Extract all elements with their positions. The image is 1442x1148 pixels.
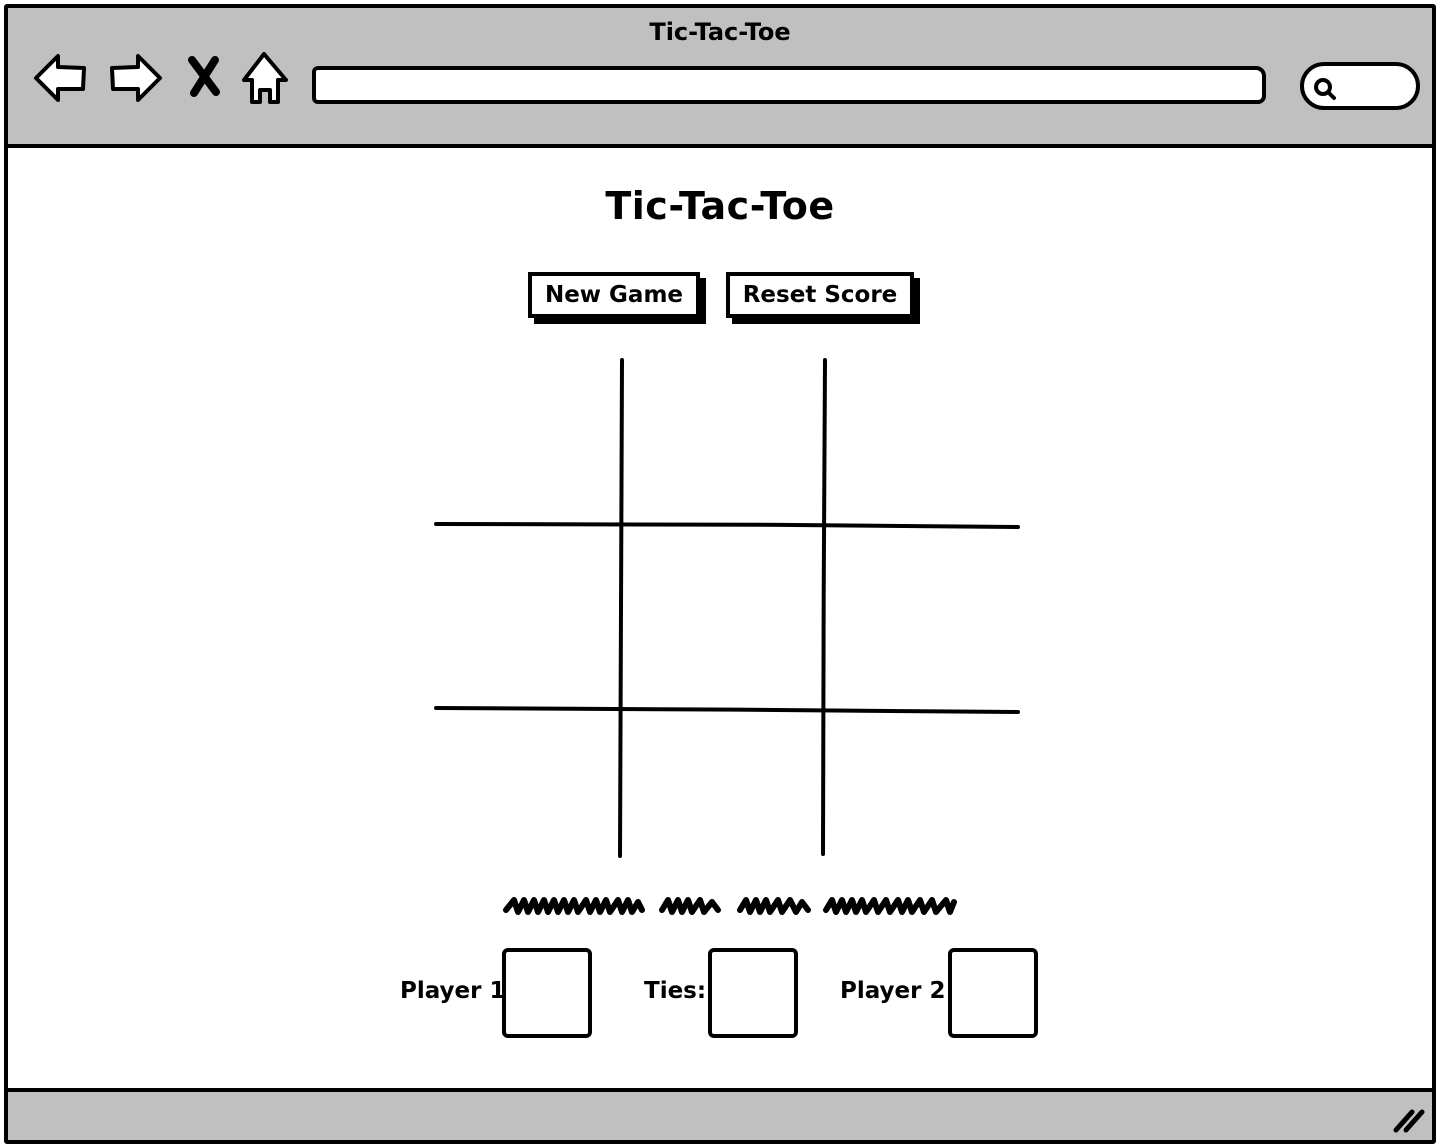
search-icon <box>1314 78 1336 100</box>
search-field[interactable] <box>1300 62 1420 110</box>
board-cell-8[interactable] <box>624 712 821 866</box>
board-cell-1[interactable] <box>434 356 620 522</box>
browser-toolbar: Tic-Tac-Toe <box>8 8 1432 148</box>
browser-window: Tic-Tac-Toe <box>4 4 1436 1144</box>
game-board <box>434 356 1026 868</box>
player1-score-box <box>502 948 592 1038</box>
browser-status-bar <box>8 1088 1432 1140</box>
forward-arrow-icon <box>110 54 162 102</box>
board-cell-7[interactable] <box>434 712 620 866</box>
reset-score-button[interactable]: Reset Score <box>726 272 914 318</box>
board-cell-9[interactable] <box>825 712 1025 866</box>
home-button[interactable] <box>236 48 296 108</box>
board-cell-6[interactable] <box>825 528 1025 706</box>
new-game-button[interactable]: New Game <box>528 272 700 318</box>
page-title: Tic-Tac-Toe <box>605 184 835 228</box>
address-bar[interactable] <box>312 66 1266 104</box>
ties-score-box <box>708 948 798 1038</box>
board-grid-lines <box>434 358 1020 858</box>
forward-button[interactable] <box>106 48 166 108</box>
board-cell-3[interactable] <box>825 356 1025 522</box>
board-cell-5[interactable] <box>624 528 821 706</box>
home-icon <box>242 52 288 104</box>
board-cell-2[interactable] <box>624 356 821 522</box>
status-message-placeholder <box>503 897 957 915</box>
player2-score-box <box>948 948 1038 1038</box>
resize-grip-icon[interactable] <box>1392 1106 1426 1134</box>
player2-score-label: Player 2: <box>840 978 955 1004</box>
player1-score-label: Player 1: <box>400 978 515 1004</box>
close-icon <box>188 56 220 97</box>
back-button[interactable] <box>30 48 90 108</box>
ties-score-label: Ties: <box>644 978 707 1004</box>
back-arrow-icon <box>34 54 86 102</box>
stop-button[interactable] <box>180 48 230 108</box>
board-cell-4[interactable] <box>434 528 620 706</box>
window-title: Tic-Tac-Toe <box>649 18 791 46</box>
